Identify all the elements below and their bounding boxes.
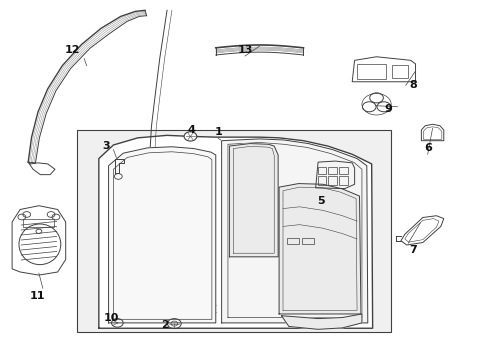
Bar: [339, 167, 348, 174]
Polygon shape: [99, 135, 373, 328]
Polygon shape: [282, 314, 362, 329]
Text: 8: 8: [409, 80, 417, 90]
Bar: [339, 176, 348, 185]
Text: 12: 12: [64, 45, 80, 55]
Text: 3: 3: [102, 141, 110, 151]
Polygon shape: [229, 144, 278, 257]
Bar: [357, 64, 386, 79]
Bar: [77, 130, 391, 332]
Bar: [24, 219, 54, 227]
Polygon shape: [279, 184, 361, 314]
Bar: [318, 176, 326, 185]
Text: 9: 9: [385, 104, 392, 113]
Polygon shape: [109, 147, 216, 323]
Bar: [301, 238, 314, 244]
Bar: [287, 238, 299, 244]
Bar: [328, 167, 337, 174]
Polygon shape: [221, 139, 368, 323]
Text: 10: 10: [103, 312, 119, 323]
Circle shape: [184, 132, 197, 141]
Bar: [318, 167, 326, 174]
Text: 2: 2: [161, 320, 169, 330]
Text: 4: 4: [188, 125, 196, 135]
Bar: [328, 176, 337, 185]
Text: 13: 13: [237, 45, 253, 55]
Text: 5: 5: [317, 197, 324, 206]
Text: 7: 7: [409, 245, 417, 255]
Text: 6: 6: [424, 143, 432, 153]
Text: 11: 11: [30, 291, 46, 301]
Text: 1: 1: [214, 127, 222, 137]
Bar: [392, 64, 408, 78]
